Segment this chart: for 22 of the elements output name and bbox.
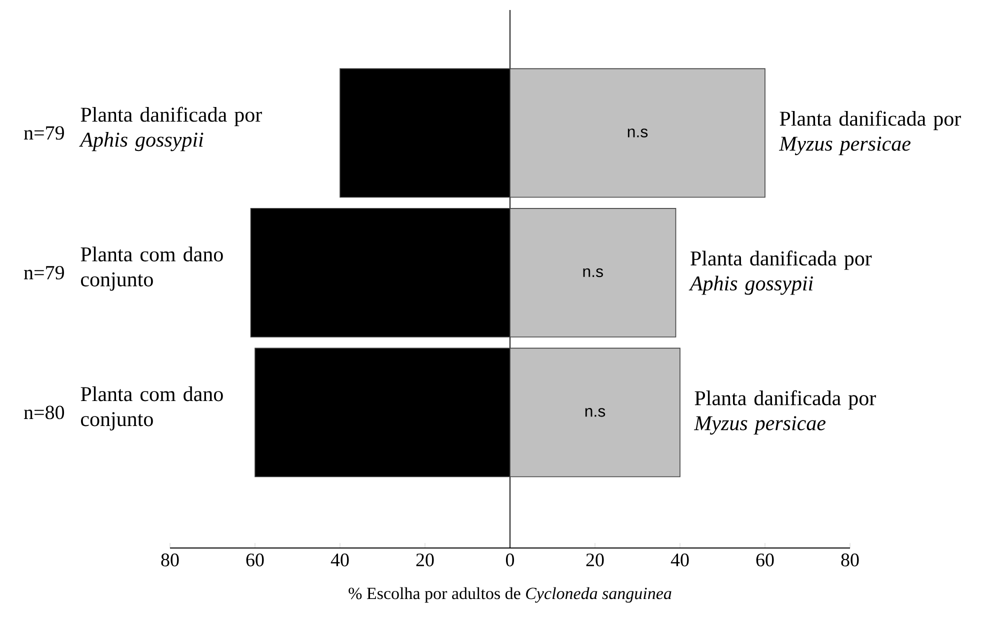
y-tick-label: n=80 [24, 406, 64, 420]
annotation: Planta danificada por Myzus persicae [778, 110, 961, 156]
x-tick-label: 0 [506, 554, 514, 566]
x-tick-label: 60 [756, 554, 774, 566]
annotation: n.s [585, 408, 606, 417]
annotation: Planta danificada por Myzus persicae [694, 390, 876, 435]
annotation: Planta com dano conjunto [80, 246, 223, 291]
y-tick-label: n=79 [24, 126, 64, 140]
x-tick-label: 40 [330, 554, 349, 566]
annotation: Planta danificada por Aphis gossypii [688, 250, 872, 295]
y-tick-label: n=79 [24, 266, 64, 280]
x-tick-label: 80 [161, 554, 179, 566]
annotation: n.s [583, 268, 603, 278]
x-tick-label: 60 [246, 554, 264, 566]
x-tick-label: 40 [670, 554, 689, 566]
x-tick-label: 20 [586, 554, 604, 566]
x-axis-title: % Escolha por adultos de Cycloneda sanguinea [348, 587, 672, 603]
annotation: Planta danificada por Aphis gossypii [79, 106, 262, 152]
x-tick-label: 80 [841, 554, 859, 566]
x-tick-label: 20 [416, 554, 434, 566]
annotation: n.s [628, 128, 648, 138]
annotation: Planta com dano conjunto [80, 386, 223, 430]
